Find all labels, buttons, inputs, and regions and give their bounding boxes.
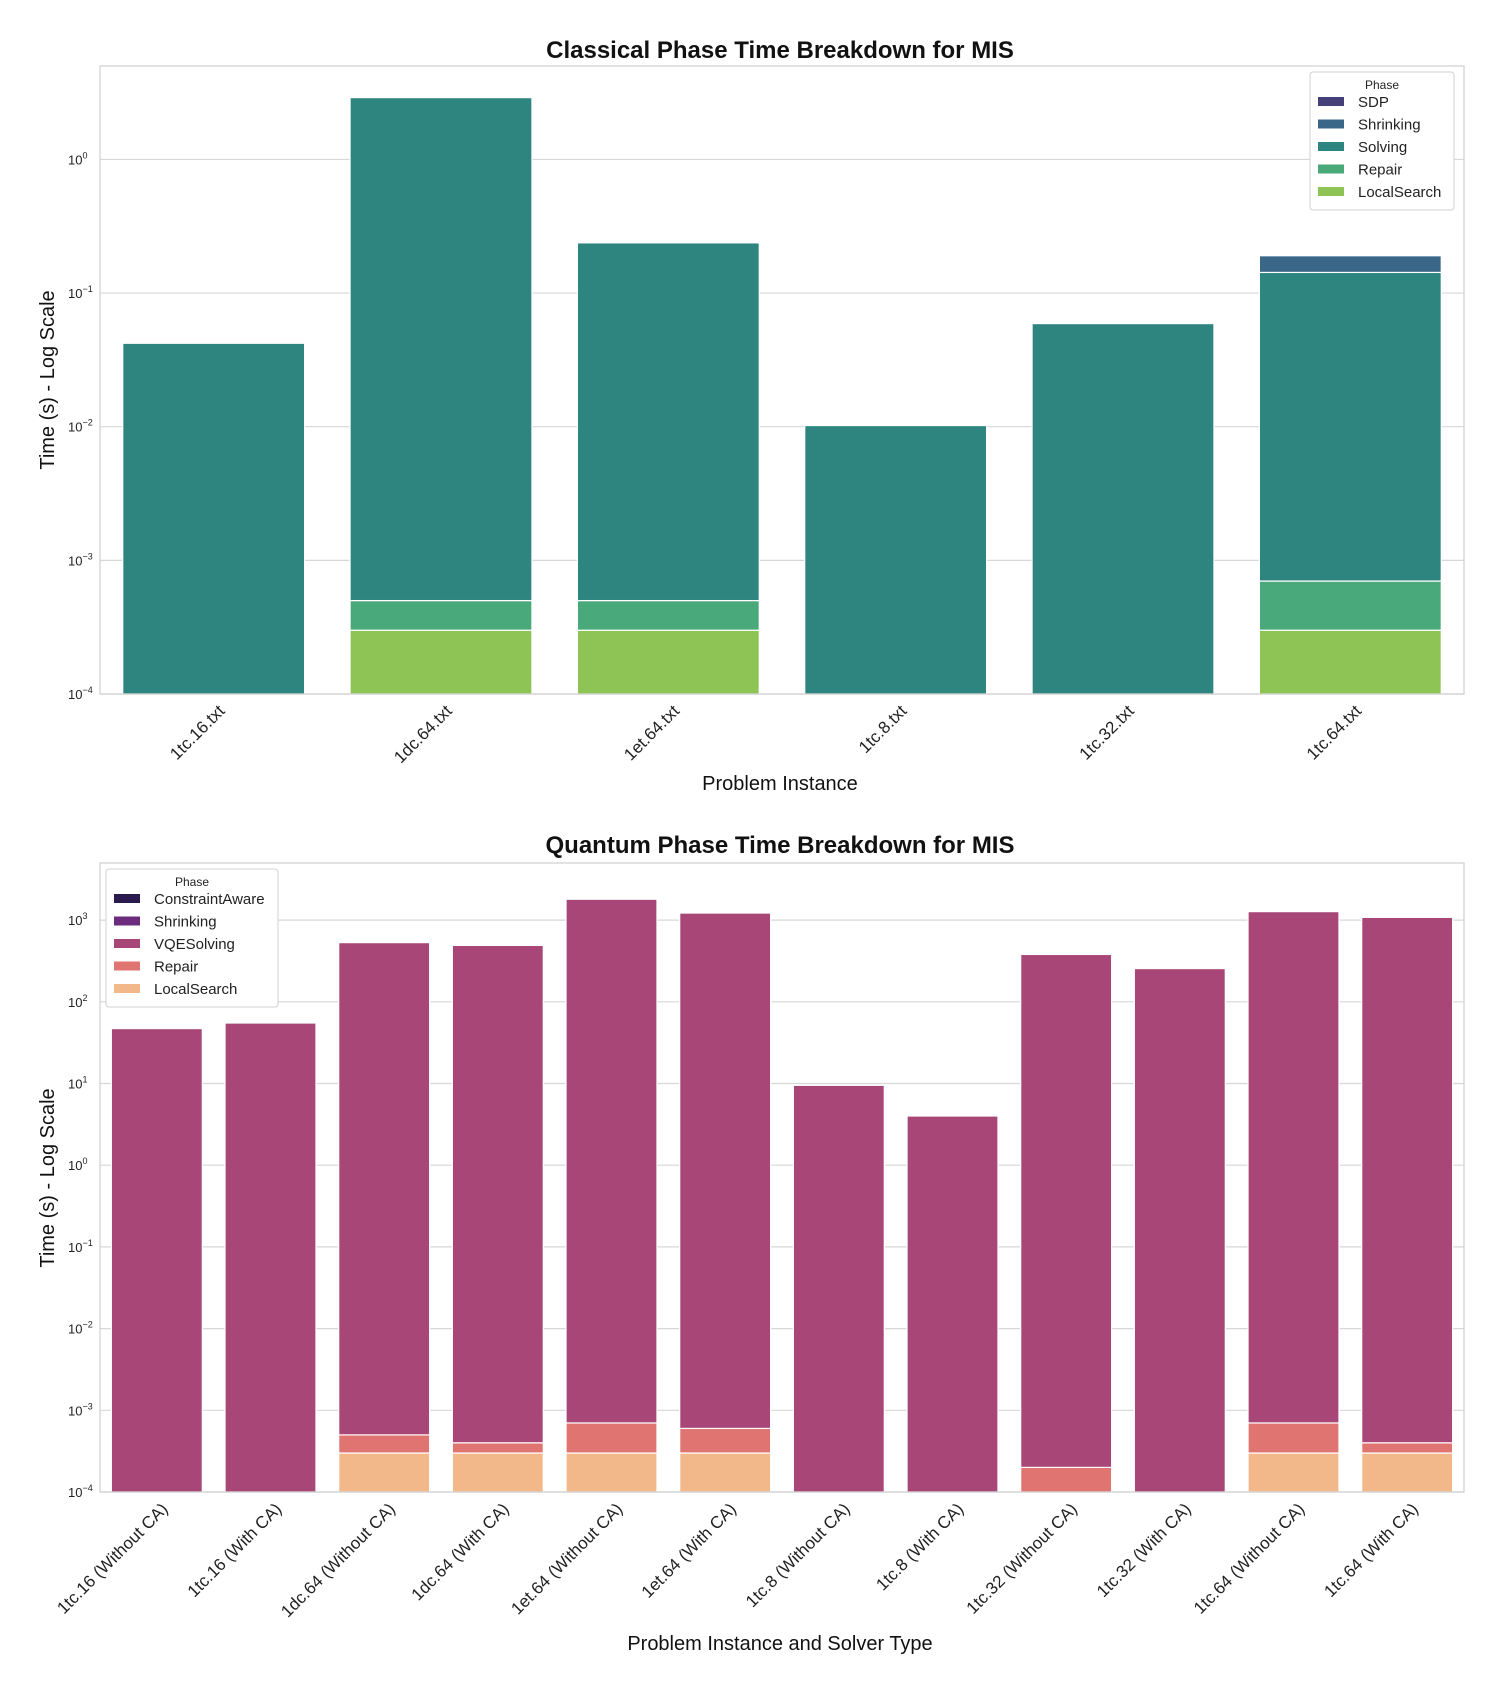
quantum-legend-swatch-repair	[114, 961, 140, 971]
quantum-legend-swatch-shrinking	[114, 916, 140, 926]
classical-bar-localsearch-1tc-64-txt	[1258, 629, 1442, 695]
classical-bar-repair-1et-64-txt	[576, 599, 760, 631]
quantum-bar-repair-1et-64-without-ca	[565, 1422, 658, 1454]
quantum-bar-repair-1dc-64-without-ca	[338, 1434, 431, 1454]
quantum-bar-vqesolving-1tc-8-with-ca	[906, 1115, 999, 1493]
quantum-chart-title: Quantum Phase Time Breakdown for MIS	[546, 832, 1015, 859]
quantum-y-axis-label: Time (s) - Log Scale	[37, 1088, 59, 1267]
quantum-y-tick-label: 10−3	[68, 1401, 93, 1418]
quantum-y-tick-label: 10−1	[68, 1238, 93, 1255]
classical-legend-label-solving: Solving	[1358, 139, 1407, 156]
quantum-legend-box	[105, 868, 279, 1008]
classical-legend-items: SDP Shrinking Solving Repair LocalSearch	[1318, 94, 1441, 201]
quantum-bar-vqesolving-1tc-64-with-ca	[1361, 916, 1454, 1444]
quantum-legend-title: Phase	[175, 875, 209, 889]
classical-legend: Phase SDP Shrinking Solving Repair LocalSear…	[1309, 71, 1455, 211]
classical-legend-box	[1309, 71, 1455, 211]
quantum-bar-vqesolving-1et-64-with-ca	[679, 912, 772, 1430]
quantum-y-tick-label: 100	[68, 1156, 87, 1173]
classical-bar-localsearch-1et-64-txt	[576, 629, 760, 695]
quantum-legend-swatch-constraintaware	[114, 894, 140, 903]
quantum-bar-vqesolving-1tc-32-without-ca	[1020, 953, 1113, 1469]
classical-y-ticks: 10−4 10−3 10−2 10−1 100	[68, 150, 93, 702]
quantum-bar-vqesolving-1et-64-without-ca	[565, 898, 658, 1424]
classical-y-tick-label: 10−4	[68, 685, 93, 702]
classical-bar-solving-1tc-32-txt	[1031, 322, 1215, 695]
classical-chart-title: Classical Phase Time Breakdown for MIS	[546, 37, 1014, 64]
quantum-bar-repair-1tc-64-without-ca	[1247, 1422, 1340, 1454]
classical-legend-label-shrinking: Shrinking	[1358, 117, 1421, 134]
quantum-y-tick-label: 101	[68, 1075, 87, 1092]
quantum-bar-localsearch-1tc-64-without-ca	[1247, 1452, 1340, 1493]
quantum-bar-repair-1tc-32-without-ca	[1020, 1466, 1113, 1493]
classical-bar-solving-1et-64-txt	[576, 242, 760, 602]
classical-bar-shrinking-1tc-64-txt	[1258, 255, 1442, 274]
classical-legend-title: Phase	[1365, 78, 1399, 92]
classical-chart: Classical Phase Time Breakdown for MIS 1…	[37, 37, 1465, 795]
quantum-legend-label-localsearch: LocalSearch	[154, 981, 237, 998]
quantum-bar-vqesolving-1tc-64-without-ca	[1247, 911, 1340, 1424]
classical-y-tick-label: 100	[68, 150, 87, 167]
quantum-y-ticks: 10−4 10−3 10−2 10−1 100 101 102 103	[68, 911, 93, 1500]
quantum-y-tick-label: 10−2	[68, 1320, 93, 1337]
quantum-legend-label-vqesolving: VQESolving	[154, 936, 235, 953]
classical-bar-solving-1dc-64-txt	[349, 97, 533, 602]
classical-bar-repair-1dc-64-txt	[349, 599, 533, 631]
quantum-bar-localsearch-1et-64-without-ca	[565, 1452, 658, 1493]
quantum-bar-repair-1et-64-with-ca	[679, 1427, 772, 1454]
quantum-bar-localsearch-1dc-64-with-ca	[451, 1452, 544, 1493]
classical-bar-solving-1tc-64-txt	[1258, 271, 1442, 582]
classical-bar-solving-1tc-16-txt	[122, 342, 306, 695]
classical-plot-frame	[99, 65, 1465, 695]
quantum-bar-repair-1dc-64-with-ca	[451, 1442, 544, 1454]
classical-y-tick-label: 10−2	[68, 418, 93, 435]
quantum-legend-swatch-localsearch	[114, 984, 140, 993]
quantum-bar-vqesolving-1dc-64-without-ca	[338, 942, 431, 1436]
classical-legend-swatch-repair	[1318, 164, 1344, 174]
classical-legend-swatch-solving	[1318, 142, 1344, 151]
quantum-legend-label-constraintaware: ConstraintAware	[154, 891, 265, 908]
quantum-bar-repair-1tc-64-with-ca	[1361, 1442, 1454, 1454]
classical-legend-swatch-shrinking	[1318, 119, 1344, 129]
quantum-bar-vqesolving-1tc-16-without-ca	[110, 1027, 203, 1493]
quantum-y-tick-label: 102	[68, 993, 87, 1010]
quantum-chart: Quantum Phase Time Breakdown for MIS 10−…	[37, 832, 1465, 1655]
classical-bar-solving-1tc-8-txt	[804, 424, 988, 695]
quantum-bar-vqesolving-1tc-16-with-ca	[224, 1022, 317, 1493]
quantum-legend-label-repair: Repair	[154, 959, 198, 976]
quantum-bar-localsearch-1tc-64-with-ca	[1361, 1452, 1454, 1493]
classical-x-axis-label: Problem Instance	[702, 773, 858, 795]
quantum-bar-localsearch-1dc-64-without-ca	[338, 1452, 431, 1493]
classical-y-axis-label: Time (s) - Log Scale	[37, 290, 59, 469]
quantum-y-tick-label: 10−4	[68, 1483, 93, 1500]
quantum-bars	[110, 898, 1454, 1493]
quantum-legend: Phase ConstraintAware Shrinking VQESolving…	[105, 868, 279, 1008]
quantum-bar-vqesolving-1dc-64-with-ca	[451, 944, 544, 1444]
classical-bars	[122, 97, 1442, 695]
quantum-bar-vqesolving-1tc-8-without-ca	[792, 1084, 885, 1493]
quantum-plot-frame	[99, 862, 1465, 1493]
classical-legend-swatch-sdp	[1318, 97, 1344, 106]
quantum-legend-swatch-vqesolving	[114, 939, 140, 948]
classical-y-tick-label: 10−1	[68, 284, 93, 301]
quantum-x-axis-label: Problem Instance and Solver Type	[627, 1633, 932, 1655]
quantum-legend-items: ConstraintAware Shrinking VQESolving Repair…	[114, 891, 265, 998]
quantum-y-tick-label: 103	[68, 911, 87, 928]
classical-legend-label-sdp: SDP	[1358, 94, 1389, 111]
classical-bar-localsearch-1dc-64-txt	[349, 629, 533, 695]
classical-legend-label-localsearch: LocalSearch	[1358, 184, 1441, 201]
classical-bar-repair-1tc-64-txt	[1258, 580, 1442, 631]
classical-legend-label-repair: Repair	[1358, 162, 1402, 179]
quantum-bar-vqesolving-1tc-32-with-ca	[1133, 967, 1226, 1493]
classical-y-tick-label: 10−3	[68, 551, 93, 568]
quantum-bar-localsearch-1et-64-with-ca	[679, 1452, 772, 1493]
quantum-legend-label-shrinking: Shrinking	[154, 914, 217, 931]
classical-legend-swatch-localsearch	[1318, 187, 1344, 196]
